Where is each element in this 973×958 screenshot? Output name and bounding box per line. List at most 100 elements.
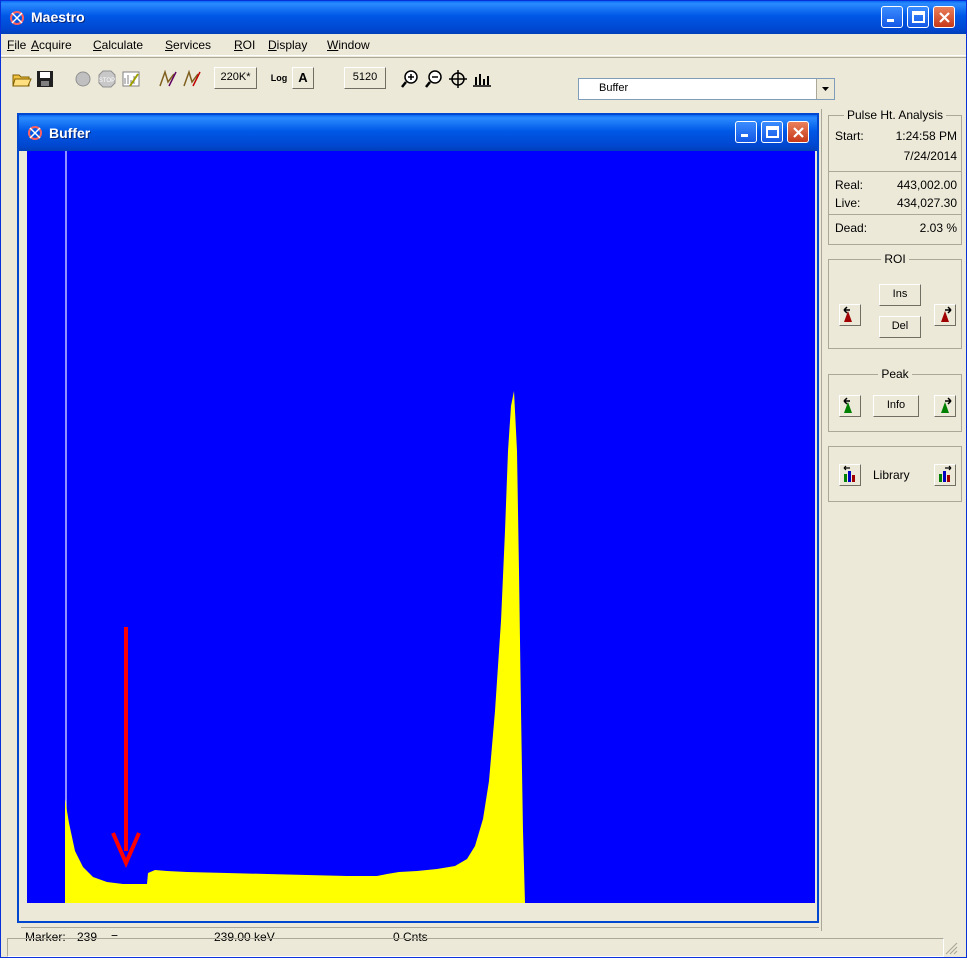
buffer-minimize-button[interactable] [735, 121, 757, 143]
title-bar[interactable]: Maestro [1, 1, 966, 34]
menu-window[interactable]: Window [327, 38, 370, 52]
roi-insert-button[interactable]: Ins [879, 284, 921, 306]
status-panel [7, 938, 944, 957]
peak-group: Peak Info [828, 367, 962, 432]
clear-spectrum-icon [122, 71, 140, 87]
chevron-down-icon [822, 87, 829, 91]
peak-mark-icon [159, 69, 177, 87]
spectrum-trace [65, 391, 525, 903]
menu-roi[interactable]: ROI [234, 38, 256, 52]
crosshair-icon [449, 70, 467, 88]
horizontal-width-box[interactable]: 5120 [344, 67, 386, 89]
marker-label: Marker: [25, 930, 66, 944]
minimize-icon [741, 134, 748, 137]
zoom-in-icon [401, 70, 418, 88]
library-prev-button[interactable] [839, 464, 861, 486]
save-button[interactable] [33, 67, 55, 89]
library-previous-icon [843, 465, 855, 482]
real-value: 443,002.00 [896, 178, 957, 192]
library-group: Library [828, 446, 962, 502]
peak-title: Peak [878, 367, 912, 381]
peak-next-button[interactable] [934, 395, 956, 417]
real-label: Real: [835, 178, 864, 192]
menu-bar: File Acquire Calculate Services ROI Disp… [1, 34, 966, 56]
menu-services[interactable]: Services [165, 38, 212, 52]
buffer-title-bar[interactable]: Buffer [19, 115, 817, 151]
maximize-button[interactable] [907, 6, 929, 28]
center-button[interactable] [446, 67, 468, 89]
zoom-out-button[interactable] [422, 67, 444, 89]
roi-unmark-button[interactable] [180, 67, 202, 89]
baseline-bars-icon [473, 74, 491, 87]
dead-unit: % [946, 221, 957, 235]
start-time: 1:24:58 PM [895, 129, 957, 143]
auto-scale-button[interactable]: A [292, 67, 314, 89]
library-label: Library [873, 468, 910, 482]
live-label: Live: [835, 196, 861, 210]
menu-calculate[interactable]: Calculate [93, 38, 144, 52]
start-label: Start: [835, 129, 864, 143]
marker-equals: = [111, 930, 119, 944]
buffer-window: Buffer [17, 113, 819, 923]
zoom-in-button[interactable] [398, 67, 420, 89]
roi-previous-icon [843, 306, 852, 322]
minimize-button[interactable] [881, 6, 903, 28]
resize-grip-icon[interactable] [944, 941, 958, 955]
log-scale-button[interactable]: Log [270, 73, 288, 83]
roi-delete-button[interactable]: Del [879, 316, 921, 338]
spectrum-plot[interactable] [27, 151, 815, 903]
peak-previous-icon [843, 397, 852, 413]
red-arrow-annotation [111, 627, 141, 869]
zoom-out-icon [425, 70, 442, 88]
buffer-close-button[interactable] [787, 121, 809, 143]
peak-info-button[interactable]: Info [873, 395, 919, 417]
folder-open-icon [12, 74, 32, 87]
roi-mark-button[interactable] [156, 67, 178, 89]
baseline-zoom-button[interactable] [470, 67, 492, 89]
start-date: 7/24/2014 [903, 149, 957, 163]
maximize-icon [912, 11, 925, 23]
roi-next-icon [941, 306, 952, 322]
peak-next-icon [941, 397, 952, 413]
spectrum-display[interactable] [27, 151, 815, 903]
marker-readout: Marker: 239 = 239.00 keV 0 Cnts [21, 927, 819, 945]
side-panel: Pulse Ht. Analysis Start: 1:24:58 PM 7/2… [821, 108, 967, 931]
peak-prev-button[interactable] [839, 395, 861, 417]
start-acquire-button[interactable] [71, 67, 93, 89]
menu-file[interactable]: File [7, 38, 27, 52]
library-next-button[interactable] [934, 464, 956, 486]
detector-select[interactable]: Buffer [578, 78, 835, 100]
close-icon [793, 127, 804, 138]
record-circle-icon [75, 71, 91, 87]
roi-next-button[interactable] [934, 304, 956, 326]
menu-acquire[interactable]: Acquire [31, 38, 72, 52]
buffer-window-title: Buffer [49, 125, 91, 141]
clear-spectrum-button[interactable] [119, 67, 141, 89]
dropdown-arrow-button[interactable] [816, 79, 834, 99]
roi-group: ROI Ins Del [828, 252, 962, 349]
floppy-disk-icon [37, 71, 53, 87]
marker-channel: 239 [77, 930, 98, 944]
menu-display[interactable]: Display [268, 38, 308, 52]
pulse-height-title: Pulse Ht. Analysis [843, 108, 947, 122]
svg-text:STOP: STOP [99, 78, 115, 84]
buffer-maximize-button[interactable] [761, 121, 783, 143]
buffer-window-icon [28, 126, 42, 140]
roi-prev-button[interactable] [839, 304, 861, 326]
maximize-icon [766, 126, 779, 138]
pulse-height-group: Pulse Ht. Analysis Start: 1:24:58 PM 7/2… [828, 108, 962, 245]
dead-value: 2.03 [919, 221, 943, 235]
vertical-scale-box[interactable]: 220K* [214, 67, 257, 89]
library-next-icon [939, 465, 952, 482]
stop-acquire-button[interactable]: STOP [95, 67, 117, 89]
maestro-app-icon [10, 11, 24, 25]
status-bar [1, 933, 966, 957]
window-title: Maestro [31, 9, 85, 25]
marker-energy: 239.00 keV [214, 930, 275, 944]
detector-select-value: Buffer [599, 82, 629, 94]
minimize-icon [887, 19, 894, 22]
open-button[interactable] [9, 67, 32, 89]
peak-unmark-icon [183, 69, 201, 87]
close-button[interactable] [933, 6, 955, 28]
